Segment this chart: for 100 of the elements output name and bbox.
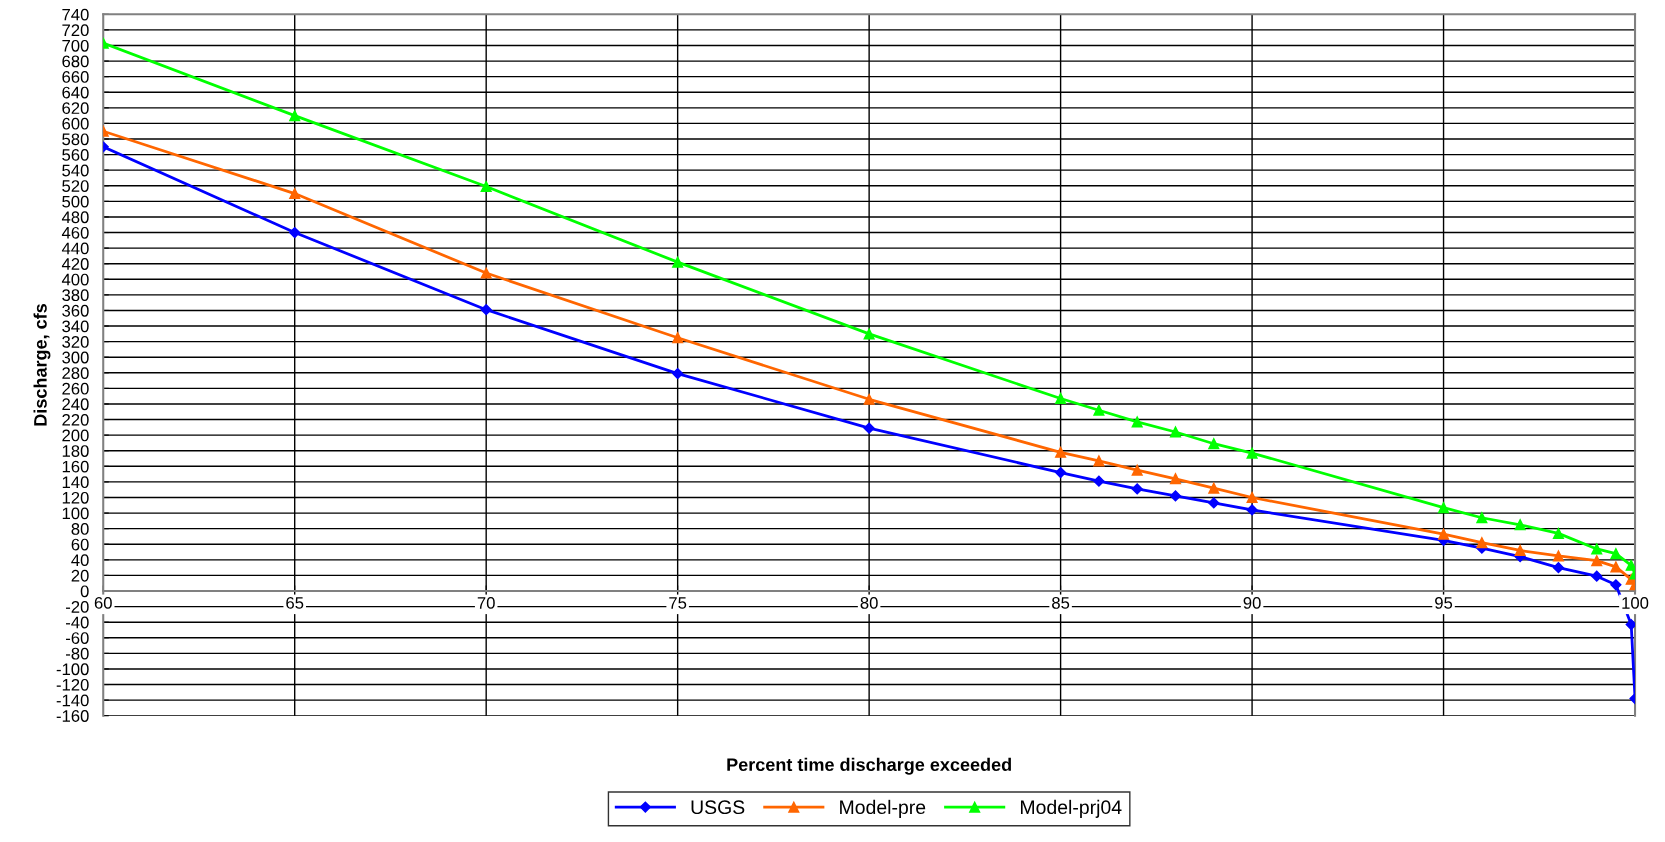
point <box>1514 519 1526 531</box>
y-tick-label: 160 <box>62 460 89 473</box>
point <box>1591 555 1603 567</box>
x-tick-label: 100 <box>1622 597 1649 609</box>
point <box>1591 570 1603 582</box>
point <box>1093 404 1105 416</box>
y-tick-label: 360 <box>62 304 89 317</box>
y-tick-label: 560 <box>62 148 89 161</box>
y-tick-label: 400 <box>61 273 89 286</box>
y-tick-label: -120 <box>56 678 89 691</box>
y-tick-label: 300 <box>62 351 89 364</box>
point <box>289 226 301 239</box>
point <box>1552 527 1565 539</box>
point <box>1246 504 1258 516</box>
point <box>1208 482 1220 494</box>
y-tick-label: 740 <box>62 8 89 21</box>
point <box>1552 562 1565 574</box>
y-tick-label: -160 <box>56 710 89 722</box>
x-tick-label: 65 <box>286 597 304 609</box>
y-tick-label: 240 <box>62 398 89 411</box>
x-tick-label: 85 <box>1052 597 1070 609</box>
x-tick-label: 80 <box>860 597 878 609</box>
point <box>1169 473 1182 485</box>
y-tick-label: -80 <box>65 647 89 660</box>
y-axis-title: Discharge, cfs <box>33 304 51 426</box>
y-tick-label: 620 <box>62 102 89 115</box>
point <box>1055 446 1067 458</box>
y-tick-label: 280 <box>62 367 89 379</box>
point <box>1169 426 1182 438</box>
x-tick-label: 75 <box>669 597 687 609</box>
y-tick-label: 100 <box>62 507 89 520</box>
x-tick-label: 70 <box>477 597 495 609</box>
y-tick-label: 340 <box>62 320 89 333</box>
y-tick-label: 440 <box>61 242 89 255</box>
point <box>1625 618 1636 631</box>
y-tick-label: 700 <box>62 39 89 52</box>
point <box>1055 392 1067 405</box>
y-tick-label: -40 <box>65 616 89 629</box>
point <box>1514 544 1526 557</box>
y-tick-label: 640 <box>62 86 89 99</box>
point <box>1610 548 1622 560</box>
point <box>1625 559 1636 571</box>
point <box>672 256 684 268</box>
y-tick-label: 660 <box>62 71 89 83</box>
y-tick-label: 420 <box>61 258 89 270</box>
y-tick-label: 200 <box>62 429 89 442</box>
y-tick-label: 480 <box>61 211 89 224</box>
point <box>480 180 492 193</box>
y-tick-label: 540 <box>62 164 89 177</box>
y-tick-label: 80 <box>71 523 89 535</box>
point <box>1552 550 1565 562</box>
y-tick-label: 220 <box>62 413 89 426</box>
y-tick-label: 180 <box>62 445 89 457</box>
y-tick-label: 520 <box>62 180 89 192</box>
point <box>1437 528 1450 540</box>
y-tick-label: 20 <box>71 569 89 582</box>
point <box>1208 438 1220 450</box>
point <box>863 393 875 405</box>
y-tick-label: 580 <box>62 133 89 146</box>
point <box>863 422 875 434</box>
y-tick-label: -100 <box>56 663 89 676</box>
y-tick-label: 320 <box>62 336 89 348</box>
point <box>1476 512 1488 524</box>
point <box>1246 447 1258 459</box>
y-tick-label: 260 <box>62 382 89 395</box>
point <box>289 110 301 122</box>
y-tick-label: 460 <box>61 226 89 239</box>
y-tick-label: 720 <box>62 24 89 37</box>
y-tick-label: 600 <box>62 117 89 130</box>
point <box>1093 475 1105 487</box>
point <box>1169 490 1182 502</box>
legend-label: Model-pre <box>840 799 926 818</box>
y-tick-label: 120 <box>62 491 89 504</box>
point <box>1131 416 1143 428</box>
point <box>1208 497 1220 509</box>
x-axis-title: Percent time discharge exceeded <box>727 757 1011 775</box>
point <box>1131 483 1143 495</box>
y-tick-label: 40 <box>71 554 89 567</box>
y-tick-label: 500 <box>62 195 89 208</box>
y-tick-label: -60 <box>65 632 89 644</box>
x-tick-label: 95 <box>1435 597 1453 609</box>
point <box>1591 543 1603 555</box>
point <box>289 188 301 200</box>
point <box>1055 466 1067 479</box>
point <box>1131 464 1143 476</box>
y-tick-label: -140 <box>56 694 89 707</box>
x-tick-label: 60 <box>94 597 112 609</box>
y-tick-label: 0 <box>80 585 89 598</box>
point <box>1437 502 1450 514</box>
legend-label: Model-prj04 <box>1020 799 1122 818</box>
point <box>480 304 492 316</box>
point <box>1246 491 1258 504</box>
y-tick-label: 380 <box>62 289 89 302</box>
y-tick-label: 140 <box>62 476 89 489</box>
point <box>1093 455 1105 467</box>
y-tick-label: -20 <box>65 601 89 613</box>
point <box>672 332 684 344</box>
point <box>1610 579 1622 591</box>
legend-label: USGS <box>691 800 745 815</box>
point <box>1610 561 1622 573</box>
